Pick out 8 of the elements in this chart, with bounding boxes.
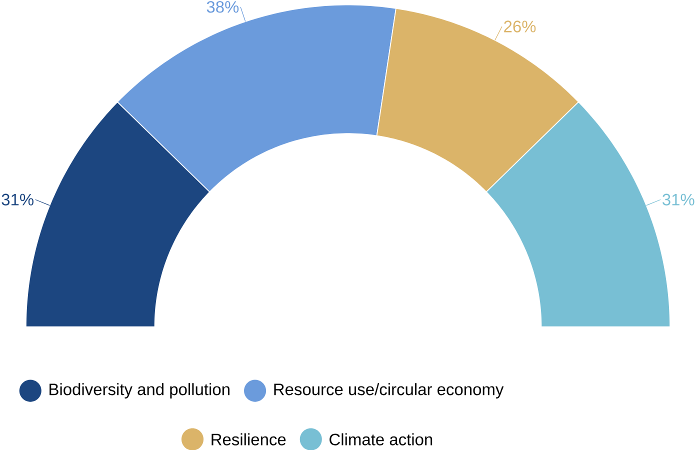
legend-label: Biodiversity and pollution bbox=[50, 382, 230, 398]
legend-label: Resource use/circular economy bbox=[274, 382, 504, 398]
legend-label: Climate action bbox=[330, 433, 432, 446]
data-label: 38% bbox=[206, 0, 239, 13]
data-label: 31% bbox=[662, 194, 694, 206]
data-label: 26% bbox=[504, 20, 536, 32]
data-label: 31% bbox=[2, 194, 34, 206]
legend-label: Resilience bbox=[212, 433, 286, 446]
